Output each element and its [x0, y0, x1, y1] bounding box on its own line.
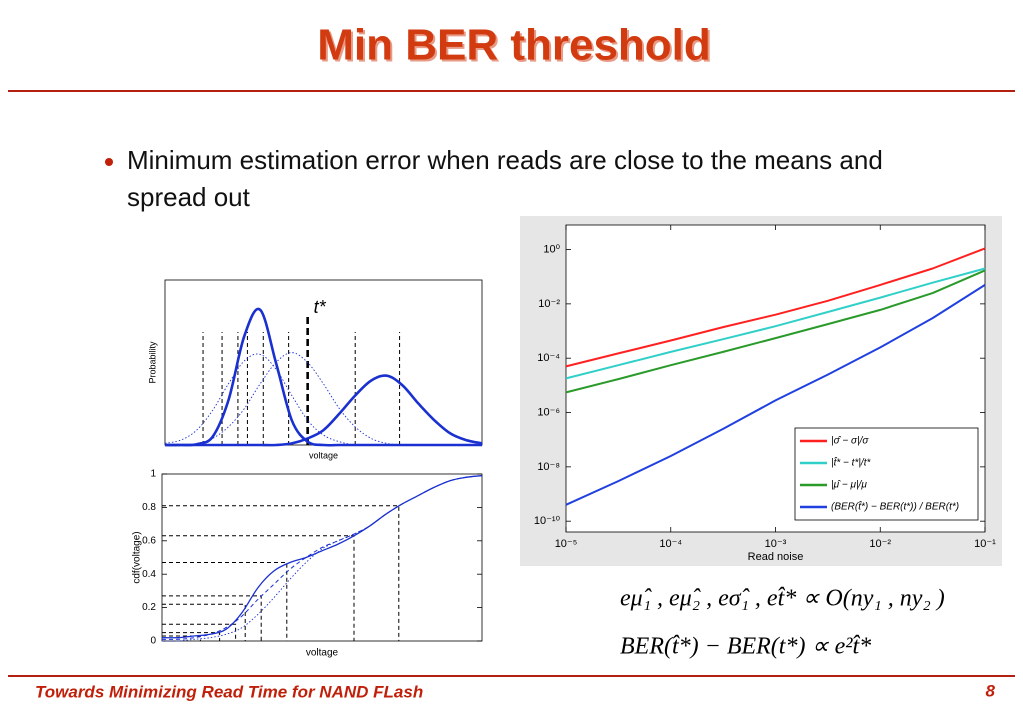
annotation: t*	[314, 297, 327, 317]
series-line	[161, 475, 483, 640]
x-axis-label: voltage	[306, 648, 339, 659]
x-axis-label: voltage	[309, 450, 338, 460]
y-tick-label: 10⁻²	[538, 298, 560, 310]
x-tick-label: 10⁻²	[869, 538, 891, 550]
page-number: 8	[986, 681, 996, 700]
y-tick-label: 0.4	[142, 569, 156, 580]
y-tick-label: 1	[150, 469, 156, 480]
series-line	[565, 267, 986, 380]
legend-label: |σ̂ − σ|/σ	[831, 435, 869, 447]
series-line	[565, 247, 986, 368]
legend-label: |μ̂ − μ|/μ	[831, 479, 867, 491]
series-line	[161, 475, 483, 642]
y-tick-label: 10⁻⁸	[537, 461, 560, 473]
x-tick-label: 10⁻⁵	[555, 538, 578, 550]
legend-label: |t̂* − t*|/t*	[831, 455, 871, 468]
legend-box	[794, 427, 979, 521]
read-line	[162, 505, 400, 641]
footer: Towards Minimizing Read Time for NAND FL…	[35, 682, 423, 701]
series-line	[565, 284, 986, 506]
y-tick-label: 0.2	[142, 602, 156, 613]
equation: BER(t̂*) − BER(t*) ∝ e²t̂*	[620, 634, 871, 660]
x-tick-label: 10⁻³	[765, 538, 787, 550]
read-line	[162, 623, 237, 641]
series-line	[164, 352, 482, 446]
series-line	[165, 374, 483, 447]
legend-label: (BER(t̂*) − BER(t*)) / BER(t*)	[831, 499, 959, 512]
y-tick-label: 0.8	[142, 502, 156, 513]
title: Min BER threshold	[317, 21, 711, 70]
read-line	[162, 562, 288, 641]
title-shadow: Min BER threshold	[319, 23, 713, 72]
x-tick-label: 10⁻⁴	[659, 538, 682, 550]
y-tick-label: 10⁻⁴	[537, 352, 560, 364]
x-tick-label: 10⁻¹	[974, 538, 996, 550]
series-line	[565, 269, 986, 394]
y-tick-label: 10⁰	[543, 243, 560, 255]
y-tick-label: 0	[150, 636, 156, 647]
y-tick-label: 10⁻⁶	[537, 406, 560, 418]
bullet-text: Minimum estimation error when reads are …	[127, 145, 883, 212]
bullet-dot	[105, 158, 113, 166]
y-tick-label: 0.6	[142, 535, 156, 546]
plot-area	[161, 473, 483, 642]
y-axis-label: Probability	[147, 341, 157, 384]
x-axis-label: Read noise	[748, 551, 804, 563]
series-line	[164, 307, 482, 447]
read-line	[162, 603, 246, 641]
y-axis-label: cdf(voltage)	[132, 531, 143, 583]
plot-area	[164, 279, 483, 446]
y-tick-label: 10⁻¹⁰	[534, 515, 561, 527]
series-line	[161, 475, 483, 639]
equation: eμ̂₁ , eμ̂₂ , eσ̂₁ , et̂* ∝ O(ny₁ , ny₂ …	[620, 586, 945, 612]
